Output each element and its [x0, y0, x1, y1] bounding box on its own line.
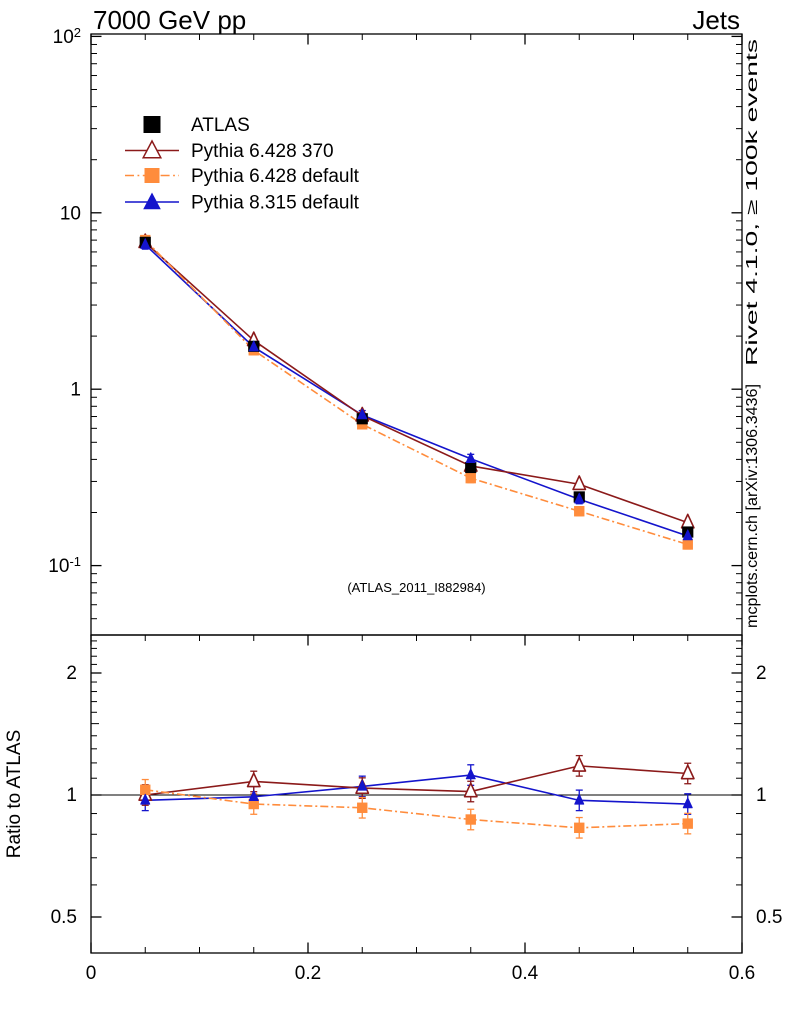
svg-text:0: 0	[86, 963, 97, 984]
svg-text:0.5: 0.5	[51, 907, 77, 928]
svg-text:7000 GeV pp: 7000 GeV pp	[93, 5, 246, 35]
svg-text:0.4: 0.4	[512, 963, 539, 984]
svg-text:mcplots.cern.ch [arXiv:1306.34: mcplots.cern.ch [arXiv:1306.3436]	[744, 384, 761, 628]
svg-text:Pythia 6.428 default: Pythia 6.428 default	[191, 166, 360, 187]
svg-text:1: 1	[66, 785, 77, 806]
svg-text:Ratio to ATLAS: Ratio to ATLAS	[4, 730, 25, 859]
svg-text:ATLAS: ATLAS	[191, 115, 250, 136]
svg-text:Pythia 6.428 370: Pythia 6.428 370	[191, 141, 334, 162]
svg-text:2: 2	[66, 663, 77, 684]
svg-text:(ATLAS_2011_I882984): (ATLAS_2011_I882984)	[347, 580, 485, 595]
svg-text:Pythia 8.315 default: Pythia 8.315 default	[191, 193, 360, 214]
svg-text:0.5: 0.5	[756, 907, 782, 928]
svg-text:2: 2	[756, 663, 767, 684]
svg-text:1: 1	[70, 380, 81, 401]
svg-text:0.2: 0.2	[295, 963, 321, 984]
svg-text:1: 1	[756, 785, 767, 806]
svg-text:0.6: 0.6	[729, 963, 755, 984]
svg-text:Jets: Jets	[692, 5, 740, 35]
svg-text:Rivet 4.1.0, ≥ 100k events: Rivet 4.1.0, ≥ 100k events	[744, 39, 761, 366]
svg-text:10: 10	[60, 203, 81, 224]
